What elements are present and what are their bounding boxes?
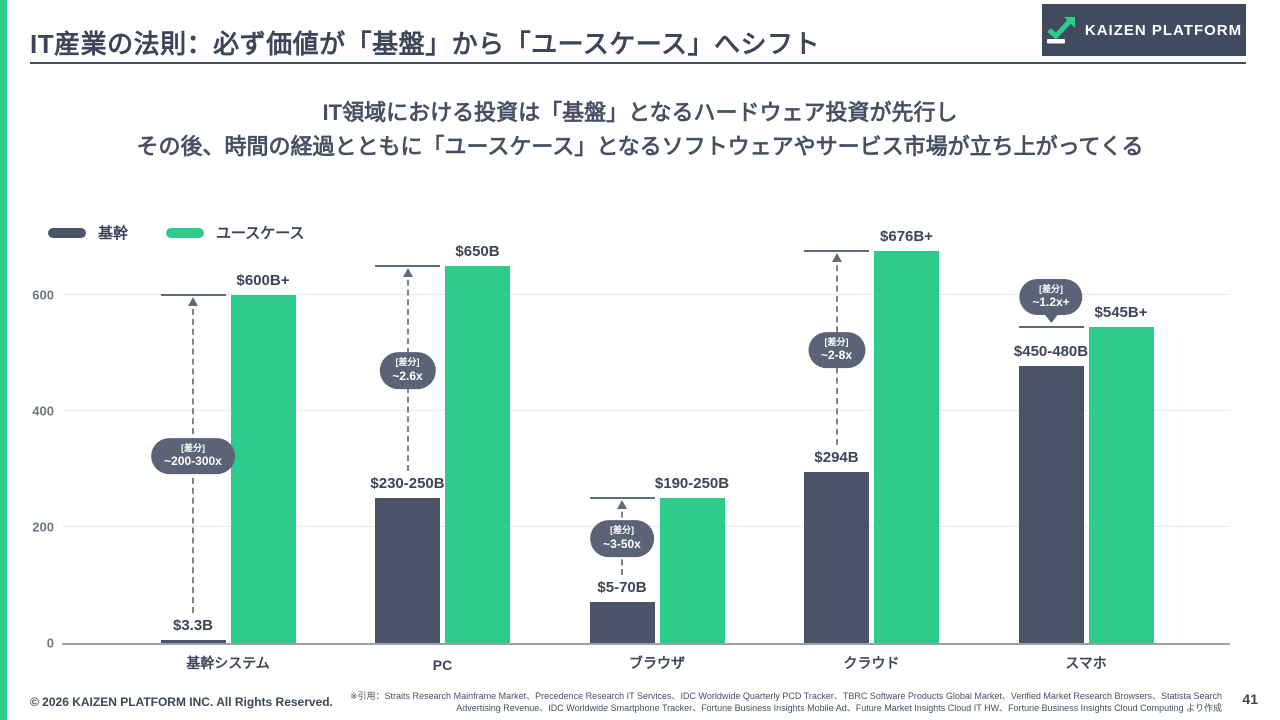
copyright: © 2026 KAIZEN PLATFORM INC. All Rights R… (30, 695, 333, 709)
title-underline (30, 62, 1246, 64)
diff-cap-line (804, 249, 869, 252)
bar-usecase-3 (874, 250, 939, 643)
diff-cap-line (589, 497, 655, 499)
diff-badge: [差分] ~2-8x (807, 332, 866, 369)
y-axis-tick-0: 0 (46, 635, 54, 651)
y-axis-tick-400: 400 (32, 403, 54, 419)
source-citation-line2: Advertising Revenue、IDC Worldwide Smartp… (456, 703, 1222, 713)
bar-usecase-1 (445, 266, 510, 643)
bar-value-label-usecase: $650B (455, 243, 500, 260)
left-accent-strip (0, 0, 7, 720)
x-axis-label-2: ブラウザ (629, 655, 685, 671)
bar-value-label-base: $3.3B (172, 617, 214, 634)
bar-base-2 (589, 602, 655, 643)
gridline-400 (62, 410, 1230, 411)
bar-value-label-usecase: $600B+ (236, 272, 290, 289)
legend-item-base: 基幹 (48, 222, 128, 243)
bar-usecase-2 (659, 498, 725, 643)
kaizen-platform-logo: KAIZEN PLATFORM (1042, 4, 1246, 56)
bar-value-label-base: $294B (814, 449, 859, 467)
diff-arrow-head (617, 500, 627, 509)
slide-message: IT領域における投資は「基盤」となるハードウェア投資が先行し その後、時間の経過… (0, 96, 1280, 164)
chart-legend: 基幹 ユースケース (48, 222, 305, 243)
bar-usecase-4 (1088, 326, 1154, 643)
diff-badge-value: ~200-300x (164, 454, 222, 469)
legend-swatch (166, 227, 205, 238)
page-number: 41 (1242, 691, 1258, 707)
bar-value-label-usecase: $190-250B (654, 475, 730, 492)
diff-arrow-head (402, 268, 413, 277)
x-axis-label-1: PC (432, 657, 453, 673)
bar-value-label-base: $230-250B (370, 475, 445, 492)
diff-arrow-head (831, 252, 842, 262)
logo-text: KAIZEN PLATFORM (1084, 21, 1243, 39)
diff-badge-title: [差分] (824, 337, 849, 348)
diff-badge-value: ~2-8x (820, 348, 853, 363)
diff-bubble-tail-icon (1044, 313, 1058, 323)
x-axis-label-3: クラウド (843, 655, 900, 671)
slide-message-line1: IT領域における投資は「基盤」となるハードウェア投資が先行し (322, 100, 958, 125)
diff-badge-value: ~1.2x+ (1032, 294, 1070, 309)
bar-value-label-base: $450-480B (1013, 342, 1089, 360)
diff-badge-title: [差分] (609, 525, 634, 536)
diff-badge: [差分] ~2.6x (379, 352, 436, 389)
kaizen-checkmark-arrow-icon (1046, 16, 1076, 44)
legend-swatch (48, 227, 86, 238)
bar-value-label-base: $5-70B (597, 579, 647, 597)
gridline-600 (62, 294, 1230, 295)
slide-message-line2: その後、時間の経過とともに「ユースケース」となるソフトウェアやサービス市場が立ち… (136, 134, 1144, 159)
bar-usecase-0 (230, 295, 296, 643)
bar-base-3 (804, 472, 869, 643)
y-axis-tick-200: 200 (32, 519, 54, 535)
bar-value-label-usecase: $676B+ (880, 227, 933, 245)
source-citation: ※引用：Straits Research Mainframe Market、Pr… (350, 690, 1222, 714)
diff-badge-title: [差分] (395, 357, 420, 368)
diff-cap-line (375, 265, 440, 267)
bar-base-1 (375, 498, 440, 643)
bar-base-4 (1018, 365, 1084, 643)
diff-badge: [差分] ~3-50x (590, 520, 654, 557)
page-title: IT産業の法則：必ず価値が「基盤」から「ユースケース」へシフト (30, 29, 821, 59)
diff-badge: [差分] ~1.2x+ (1019, 278, 1083, 323)
source-citation-line1: ※引用：Straits Research Mainframe Market、Pr… (350, 691, 1222, 701)
x-axis-label-4: スマホ (1065, 655, 1107, 671)
diff-arrow-head (188, 297, 198, 306)
y-axis-tick-600: 600 (32, 287, 54, 303)
legend-item-usecase: ユースケース (166, 222, 305, 243)
diff-badge-value: ~2.6x (392, 368, 423, 383)
diff-badge-value: ~3-50x (603, 536, 641, 551)
legend-label: 基幹 (98, 225, 129, 242)
diff-cap-line (1018, 325, 1084, 328)
diff-badge: [差分] ~200-300x (151, 437, 235, 475)
diff-badge-title: [差分] (1039, 283, 1063, 294)
diff-badge-title: [差分] (180, 442, 205, 453)
plot-area: 0 200 400 600 $3.3B $600B+ [差分] ~200-300x 基幹システム… (32, 228, 1230, 673)
diff-cap-line (160, 294, 226, 296)
x-axis-label-0: 基幹システム (186, 655, 270, 671)
legend-label: ユースケース (216, 225, 305, 242)
bar-value-label-usecase: $545B+ (1094, 303, 1148, 321)
bar-base-0 (160, 640, 226, 643)
